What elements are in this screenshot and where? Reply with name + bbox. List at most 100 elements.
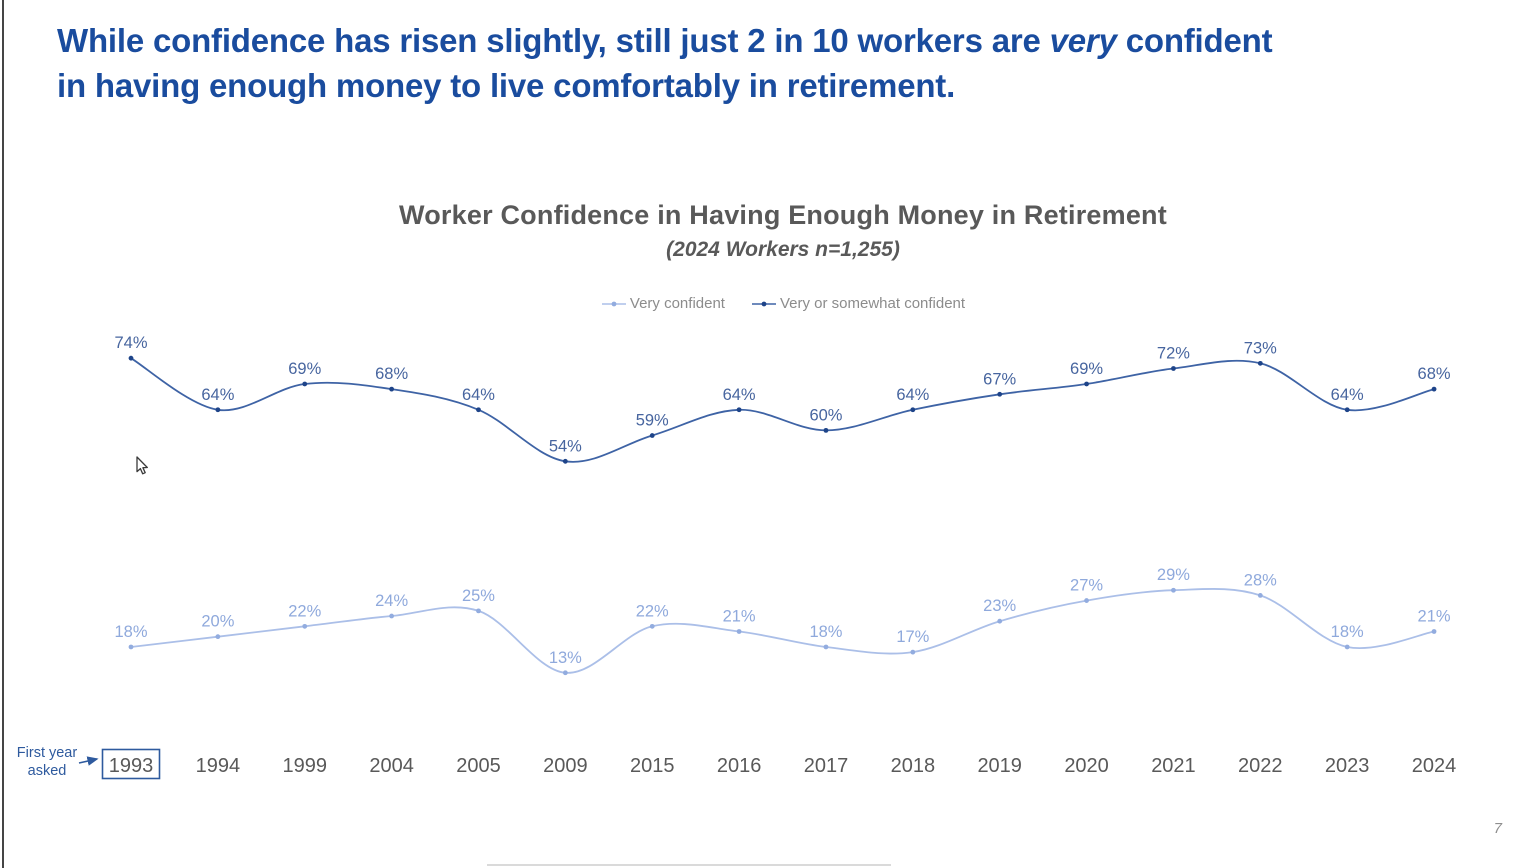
slide-headline: While confidence has risen slightly, sti… (57, 18, 1273, 108)
data-point-very-confident-2004 (389, 613, 395, 619)
data-point-very-or-somewhat-confident-2016 (736, 407, 742, 413)
value-label-very-or-somewhat-confident-1999: 69% (288, 360, 321, 378)
value-label-very-confident-2024: 21% (1418, 608, 1451, 626)
bottom-faint-line (487, 864, 891, 866)
slide-left-edge-line (2, 0, 4, 868)
value-label-very-or-somewhat-confident-2017: 60% (809, 406, 842, 424)
data-point-very-or-somewhat-confident-1993 (128, 355, 134, 361)
x-axis: 1993 1994 1999 2004 2005 2009 2015 2016 2017 2018… (101, 748, 1457, 780)
value-label-very-confident-2019: 23% (983, 597, 1016, 615)
data-point-very-confident-2018 (910, 649, 916, 655)
value-label-very-or-somewhat-confident-2022: 73% (1244, 339, 1277, 357)
x-axis-label-2019: 2019 (977, 755, 1022, 777)
headline-line1-after: confident (1116, 22, 1273, 59)
data-point-very-or-somewhat-confident-2004 (389, 386, 395, 392)
data-point-very-confident-2005 (476, 608, 481, 614)
legend-marker-icon (751, 301, 776, 306)
data-point-very-or-somewhat-confident-1994 (215, 407, 221, 413)
value-label-very-confident-2004: 24% (375, 592, 408, 610)
x-axis-label-2009: 2009 (543, 755, 588, 777)
series-line-very-or-somewhat-confident (130, 357, 1435, 463)
x-axis-label-2017: 2017 (804, 755, 849, 777)
x-axis-label-2021: 2021 (1151, 755, 1196, 777)
headline-line1-before: While confidence has risen slightly, sti… (57, 22, 1050, 59)
data-point-very-or-somewhat-confident-2017 (823, 427, 829, 433)
value-label-very-confident-2015: 22% (636, 602, 669, 620)
value-label-very-or-somewhat-confident-2015: 59% (636, 412, 669, 430)
value-label-very-confident-2023: 18% (1331, 623, 1364, 641)
legend-item-very-confident: Very confident (601, 295, 725, 312)
data-point-very-or-somewhat-confident-2022 (1257, 360, 1263, 366)
headline-line-1: While confidence has risen slightly, sti… (57, 22, 1273, 59)
x-axis-label-2005: 2005 (456, 755, 501, 777)
data-point-very-confident-2020 (1084, 598, 1089, 603)
x-axis-label-2020: 2020 (1064, 755, 1109, 777)
value-label-very-or-somewhat-confident-2019: 67% (983, 370, 1016, 388)
data-point-very-confident-2017 (823, 644, 829, 650)
data-point-very-confident-2009 (562, 670, 568, 676)
page-number: 7 (1493, 820, 1502, 837)
data-point-very-confident-2019 (997, 618, 1003, 624)
headline-emphasis: very (1049, 22, 1117, 59)
chart-title: Worker Confidence in Having Enough Money… (399, 200, 1167, 230)
data-point-very-confident-1993 (128, 644, 134, 650)
value-label-very-confident-2017: 18% (809, 623, 842, 641)
data-point-very-or-somewhat-confident-2021 (1171, 366, 1176, 371)
value-label-very-or-somewhat-confident-2018: 64% (896, 386, 929, 404)
first-year-box (101, 748, 161, 780)
data-point-very-or-somewhat-confident-2024 (1431, 386, 1437, 392)
data-point-very-or-somewhat-confident-2005 (476, 407, 481, 413)
value-label-very-confident-2016: 21% (723, 608, 756, 626)
data-point-very-confident-2023 (1344, 644, 1350, 650)
chart-subtitle: (2024 Workers n=1,255) (666, 238, 900, 261)
data-point-very-confident-2024 (1431, 629, 1437, 634)
x-axis-label-2015: 2015 (630, 755, 675, 777)
value-label-very-confident-2022: 28% (1244, 571, 1277, 589)
x-axis-label-2022: 2022 (1238, 755, 1283, 777)
chart-series: 18% 20% 22% 24% 25% 13% 22% 21% 18% 17% 23% 27% 29% 2… (114, 334, 1451, 676)
value-label-very-or-somewhat-confident-2016: 64% (723, 386, 756, 404)
data-point-very-confident-2021 (1171, 587, 1176, 593)
data-point-very-or-somewhat-confident-2023 (1344, 407, 1350, 413)
data-point-very-or-somewhat-confident-2015 (649, 433, 655, 438)
data-point-very-confident-2022 (1257, 593, 1263, 598)
value-label-very-confident-1993: 18% (114, 623, 147, 641)
value-label-very-confident-2005: 25% (462, 587, 495, 605)
value-label-very-confident-2021: 29% (1157, 566, 1190, 584)
value-label-very-or-somewhat-confident-1993: 74% (114, 334, 147, 352)
data-point-very-or-somewhat-confident-1999 (302, 381, 308, 387)
x-axis-label-2024: 2024 (1412, 755, 1457, 777)
legend-marker-icon (601, 301, 626, 306)
value-label-very-or-somewhat-confident-2023: 64% (1331, 386, 1364, 404)
value-label-very-or-somewhat-confident-2009: 54% (549, 437, 582, 455)
x-axis-label-1994: 1994 (196, 755, 241, 777)
value-label-very-confident-2020: 27% (1070, 577, 1103, 595)
first-year-asked-label-line1: First year (17, 745, 78, 761)
x-axis-label-1993: 1993 (109, 755, 154, 777)
legend-label: Very confident (629, 295, 725, 312)
value-label-very-or-somewhat-confident-1994: 64% (201, 386, 234, 404)
legend-label: Very or somewhat confident (779, 295, 966, 312)
series-line-very-confident (130, 588, 1435, 674)
chart-legend: Very confident Very or somewhat confident (30, 295, 1536, 312)
value-label-very-confident-1999: 22% (288, 602, 321, 620)
data-point-very-or-somewhat-confident-2018 (910, 407, 916, 413)
x-axis-label-2023: 2023 (1325, 755, 1370, 777)
data-point-very-or-somewhat-confident-2009 (562, 458, 568, 464)
legend-item-very-or-somewhat-confident: Very or somewhat confident (751, 295, 965, 312)
value-label-very-or-somewhat-confident-2004: 68% (375, 365, 408, 383)
value-label-very-confident-1994: 20% (201, 613, 234, 631)
data-point-very-or-somewhat-confident-2020 (1084, 381, 1089, 387)
data-point-very-confident-2016 (736, 629, 742, 634)
x-axis-label-1999: 1999 (282, 755, 327, 777)
mouse-cursor-icon (136, 456, 148, 475)
value-label-very-or-somewhat-confident-2005: 64% (462, 386, 495, 404)
headline-line-2: in having enough money to live comfortab… (57, 67, 956, 104)
value-label-very-confident-2018: 17% (896, 628, 929, 646)
value-label-very-confident-2009: 13% (549, 649, 582, 667)
x-axis-label-2016: 2016 (717, 755, 762, 777)
data-point-very-confident-1999 (302, 623, 308, 629)
value-label-very-or-somewhat-confident-2024: 68% (1418, 365, 1451, 383)
